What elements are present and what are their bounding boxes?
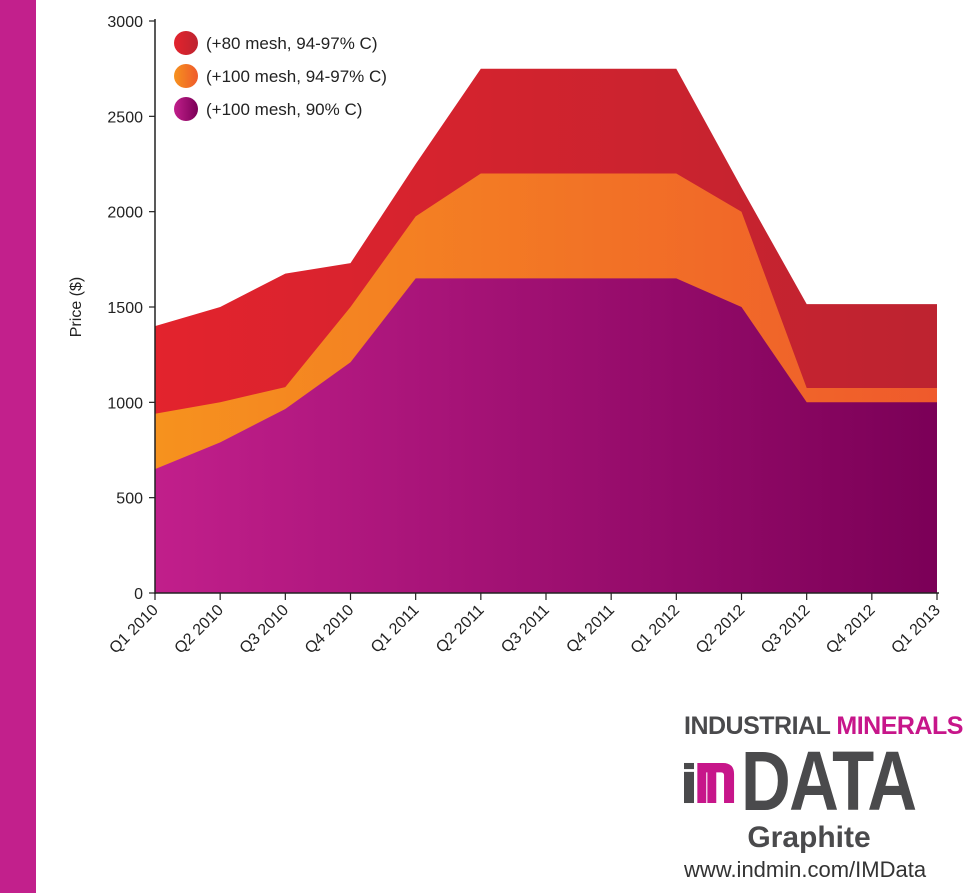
y-tick-label: 1000: [107, 395, 143, 412]
x-tick-label: Q4 2010: [302, 602, 357, 657]
y-tick-label: 1500: [107, 300, 143, 317]
x-tick-label: Q2 2010: [172, 602, 227, 657]
y-tick-label: 2000: [107, 205, 143, 222]
y-tick-label: 2500: [107, 109, 143, 126]
x-tick-label: Q4 2011: [563, 602, 618, 657]
legend-label-1: (+100 mesh, 94-97% C): [206, 67, 387, 86]
industrial-minerals-data-logo: INDUSTRIAL MINERALS DATA Graphite www.in…: [684, 712, 963, 883]
legend-swatch-2: [174, 97, 198, 121]
logo-title: INDUSTRIAL MINERALS: [684, 712, 963, 740]
x-tick-label: Q2 2012: [693, 602, 748, 657]
x-tick-label: Q3 2011: [498, 602, 553, 657]
x-tick-label: Q1 2010: [106, 602, 161, 657]
logo-data-text: DATA: [741, 734, 917, 828]
legend-swatch-0: [174, 31, 198, 55]
y-tick-label: 0: [134, 586, 143, 603]
x-tick-label: Q4 2012: [823, 602, 878, 657]
x-tick-label: Q1 2013: [888, 602, 943, 657]
logo-subtitle: Graphite: [747, 821, 871, 854]
logo-url[interactable]: www.indmin.com/IMData: [684, 857, 927, 882]
x-tick-label: Q3 2012: [758, 602, 813, 657]
x-tick-label: Q2 2011: [433, 602, 488, 657]
x-tick-label: Q1 2012: [628, 602, 683, 657]
x-tick-label: Q3 2010: [237, 602, 292, 657]
y-tick-label: 3000: [107, 14, 143, 31]
im-logo-mark: [684, 762, 735, 804]
legend-label-0: (+80 mesh, 94-97% C): [206, 34, 378, 53]
left-accent-bar: [0, 0, 36, 893]
y-axis-title: Price ($): [68, 277, 85, 337]
x-tick-label: Q1 2011: [368, 602, 423, 657]
legend-label-2: (+100 mesh, 90% C): [206, 100, 362, 119]
legend-swatch-1: [174, 64, 198, 88]
series-area-2: [155, 278, 937, 593]
y-tick-label: 500: [116, 491, 143, 508]
